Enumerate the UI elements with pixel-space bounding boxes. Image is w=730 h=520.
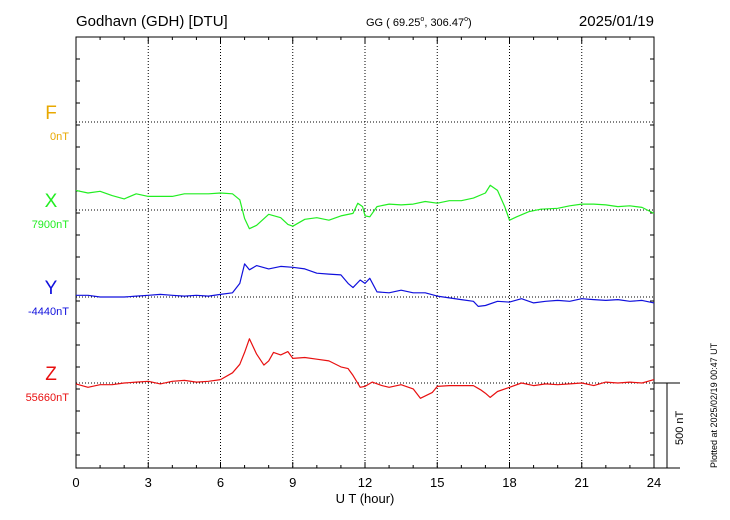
series-line-y bbox=[76, 263, 655, 307]
station-title: Godhavn (GDH) [DTU] bbox=[76, 13, 228, 30]
scale-bar bbox=[654, 382, 680, 469]
data-series bbox=[75, 184, 655, 399]
x-axis-label: U T (hour) bbox=[336, 491, 395, 506]
x-tick-label: 0 bbox=[72, 475, 79, 490]
station-coordinates: GG ( 69.25o, 306.47o) bbox=[366, 16, 472, 29]
component-baseline-x: 7900nT bbox=[32, 219, 70, 231]
scale-bar-label: 500 nT bbox=[674, 410, 686, 445]
component-letter-f: F bbox=[45, 103, 57, 124]
x-tick-label: 15 bbox=[430, 475, 444, 490]
grid-lines bbox=[76, 37, 654, 468]
x-tick-label: 9 bbox=[289, 475, 296, 490]
plotted-at-label: Plotted at 2025/02/19 00:47 UT bbox=[709, 342, 719, 468]
date-label: 2025/01/19 bbox=[579, 13, 654, 30]
series-line-x bbox=[75, 184, 655, 230]
x-tick-label: 3 bbox=[145, 475, 152, 490]
component-letter-z: Z bbox=[45, 364, 57, 385]
x-tick-label: 12 bbox=[358, 475, 372, 490]
component-baseline-y: -4440nT bbox=[28, 306, 69, 318]
x-tick-labels: 0 3 6 9 12 15 18 21 24 bbox=[72, 475, 661, 490]
series-line-z bbox=[75, 338, 655, 399]
component-letter-x: X bbox=[45, 191, 58, 212]
axis-ticks bbox=[75, 36, 655, 468]
x-tick-label: 21 bbox=[575, 475, 589, 490]
component-letter-y: Y bbox=[45, 278, 58, 299]
x-tick-label: 24 bbox=[647, 475, 661, 490]
component-baseline-f: 0nT bbox=[50, 131, 69, 143]
x-tick-label: 6 bbox=[217, 475, 224, 490]
component-labels: F 0nT X 7900nT Y -4440nT Z 55660nT bbox=[26, 103, 70, 404]
x-tick-label: 18 bbox=[502, 475, 516, 490]
component-baseline-z: 55660nT bbox=[26, 392, 70, 404]
